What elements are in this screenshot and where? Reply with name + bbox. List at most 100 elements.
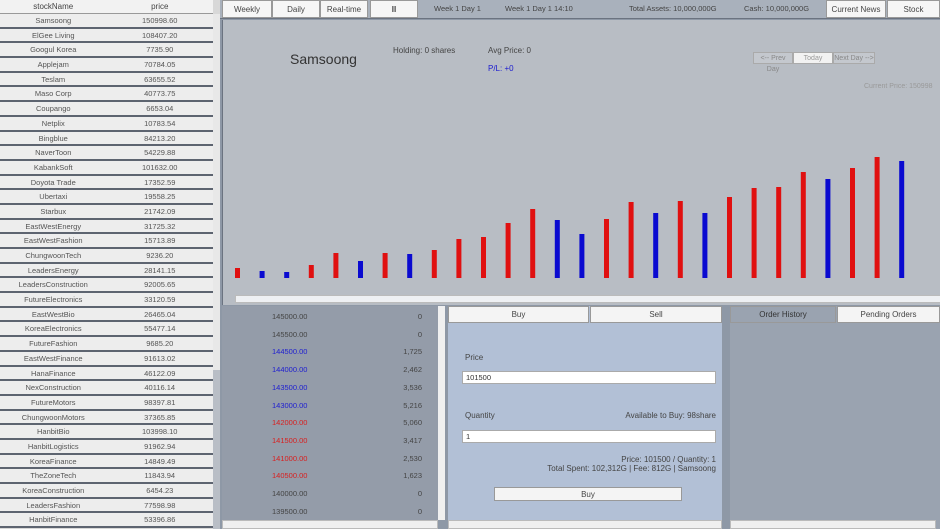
stock-row[interactable]: TheZoneTech 11843.94 [0,469,213,484]
order-book-row[interactable]: 140000.00 0 [222,485,438,502]
stock-row[interactable]: HanbitLogistics 91962.94 [0,439,213,455]
stock-list-scroll-thumb[interactable] [213,370,220,529]
stock-row[interactable]: KoreaConstruction 6454.23 [0,484,213,499]
order-book-scrollbar[interactable] [438,306,445,520]
realtime-button[interactable]: Real-time [320,0,368,18]
stock-row[interactable]: FutureFashion 9685.20 [0,337,213,352]
tab-sell[interactable]: Sell [590,306,722,323]
quantity-input[interactable]: 1 [462,430,716,443]
order-book-row[interactable]: 144500.00 1,725 [222,343,438,360]
stock-price: 15713.89 [144,236,176,246]
stock-row[interactable]: Starbux 21742.09 [0,204,213,220]
stock-row[interactable]: EastWestBio 26465.04 [0,307,213,323]
stock-row[interactable]: LeadersConstruction 92005.65 [0,278,213,294]
next-day-button[interactable]: Next Day --> [833,52,875,64]
chart-bar [825,179,831,278]
stock-name: LeadersConstruction [18,280,88,290]
stock-row[interactable]: LeadersFashion 77598.98 [0,498,213,514]
stock-row[interactable]: EastWestFinance 91613.02 [0,351,213,367]
order-book-row[interactable]: 142000.00 5,060 [222,414,438,431]
chart-horizontal-scrollbar[interactable] [235,295,940,303]
order-book-row[interactable]: 144000.00 2,462 [222,361,438,378]
stock-row[interactable]: Coupango 6653.04 [0,102,213,117]
chart-bar [358,261,363,278]
stock-name: NaverToon [35,148,72,158]
stock-row[interactable]: FutureElectronics 33120.59 [0,293,213,308]
stock-row[interactable]: HanbitBio 103998.10 [0,425,213,440]
stock-row[interactable]: EastWestFashion 15713.89 [0,234,213,249]
stock-row[interactable]: HanbitFinance 53396.86 [0,513,213,529]
column-header-price[interactable]: price [151,2,169,11]
stock-row[interactable]: FutureMotors 98397.81 [0,395,213,411]
stock-list-scrollbar[interactable] [213,14,220,529]
stock-row[interactable]: HanaFinance 46122.09 [0,366,213,382]
stock-row[interactable]: NaverToon 54229.88 [0,146,213,161]
stock-price: 54229.88 [144,148,176,158]
stock-row[interactable]: ChungwoonTech 9236.20 [0,249,213,264]
week-day: Week 1 Day 1 [434,4,481,13]
stock-row[interactable]: ElGee Living 108407.20 [0,28,213,44]
order-book-price: 143000.00 [272,400,308,410]
stock-row[interactable]: KabankSoft 101632.00 [0,160,213,176]
chart-bar [776,187,782,278]
stock-row[interactable]: Teslam 63655.52 [0,72,213,88]
prev-day-button[interactable]: <-- Prev Day [753,52,793,73]
chart-bar [530,209,536,278]
stock-price: 103998.10 [142,427,178,437]
chart-bar [579,234,585,278]
stock-row[interactable]: NexConstruction 40116.14 [0,381,213,396]
tab-pending-orders[interactable]: Pending Orders [837,306,940,323]
holding-text: Holding: 0 shares [393,46,456,55]
stock-name: FutureFashion [29,339,78,349]
pause-button[interactable]: II [370,0,418,18]
price-input[interactable]: 101500 [462,371,716,384]
chart-bar [308,265,314,278]
stock-row[interactable]: KoreaFinance 14849.49 [0,454,213,470]
order-book-row[interactable]: 140500.00 1,623 [222,467,438,484]
stock-name: Googul Korea [30,45,77,55]
stock-price: 92005.65 [144,280,176,290]
stock-row[interactable]: Ubertaxi 19558.25 [0,190,213,205]
stock-row[interactable]: EastWestEnergy 31725.32 [0,219,213,235]
stock-row[interactable]: Maso Corp 40773.75 [0,87,213,103]
order-book-horizontal-scrollbar[interactable] [222,520,438,529]
stock-row[interactable]: LeadersEnergy 28141.15 [0,263,213,279]
chart-bar [702,213,708,278]
column-header-stockname[interactable]: stockName [33,2,74,11]
stock-row[interactable]: Samsoong 150998.60 [0,14,213,29]
chart-bar [899,161,905,278]
stock-row[interactable]: KoreaElectronics 55477.14 [0,322,213,338]
tab-buy[interactable]: Buy [448,306,589,323]
order-book-row[interactable]: 145000.00 0 [222,308,438,325]
stock-row[interactable]: Googul Korea 7735.90 [0,43,213,59]
order-book-row[interactable]: 141000.00 2,530 [222,450,438,467]
order-book-row[interactable]: 141500.00 3,417 [222,432,438,449]
weekly-button[interactable]: Weekly [222,0,272,18]
stock-name: NexConstruction [25,383,81,393]
stock-list: stockName price Samsoong 150998.60 ElGee L… [0,0,220,529]
buy-submit-button[interactable]: Buy [494,487,682,501]
order-book-row[interactable]: 139500.00 0 [222,503,438,520]
tab-order-history[interactable]: Order History [730,306,836,323]
order-book-row[interactable]: 145500.00 0 [222,326,438,343]
order-book-price: 141000.00 [272,453,308,463]
order-book-quantity: 5,060 [403,418,422,428]
chart-bar [628,202,634,278]
stock-holdings-button[interactable]: Stock Holdings [887,0,940,31]
current-news-button[interactable]: Current News [826,0,886,18]
stock-row[interactable]: Bingblue 84213.20 [0,131,213,147]
order-book-quantity: 0 [417,489,422,498]
order-book-row[interactable]: 143000.00 5,216 [222,397,438,414]
stock-row[interactable]: Doyota Trade 17352.59 [0,175,213,191]
stock-price: 91962.94 [144,441,176,451]
today-button[interactable]: Today [793,52,833,64]
order-book-row[interactable]: 143500.00 3,536 [222,379,438,396]
stock-row[interactable]: ChungwoonMotors 37365.85 [0,410,213,426]
stock-row[interactable]: Netplix 10783.54 [0,116,213,132]
stock-row[interactable]: Applejam 70784.05 [0,58,213,73]
order-panel-scrollbar[interactable] [448,520,722,529]
stock-price: 101632.00 [142,162,178,172]
history-scrollbar[interactable] [730,520,936,529]
daily-button[interactable]: Daily [272,0,320,18]
stock-name: Teslam [41,74,66,84]
